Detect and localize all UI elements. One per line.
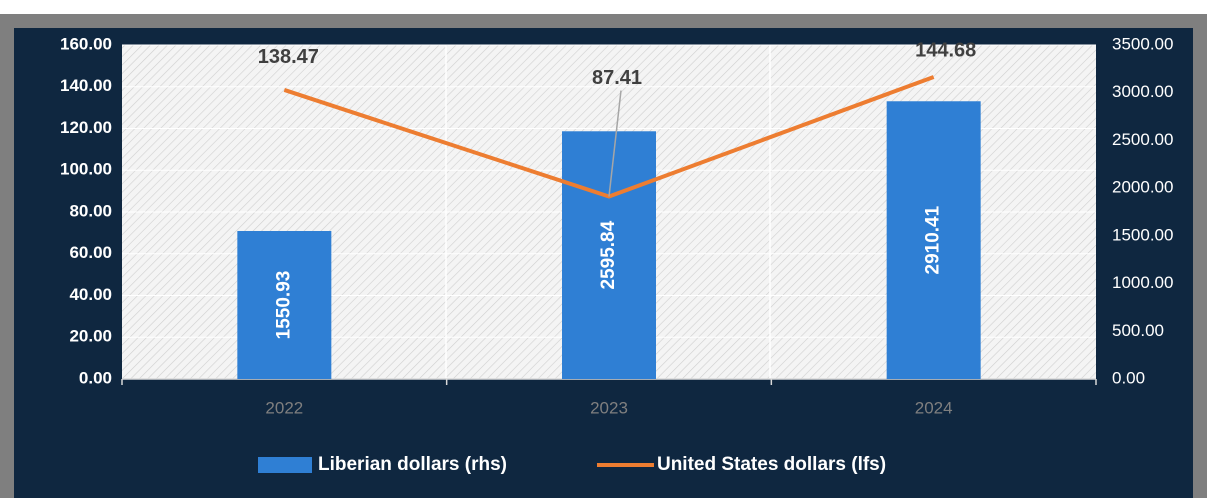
y-tick-label: 80.00	[69, 201, 112, 220]
y2-tick-label: 1500.00	[1112, 225, 1173, 244]
line	[283, 75, 935, 199]
line-label: 144.68	[915, 39, 976, 61]
y2-tick-label: 0.00	[1112, 368, 1145, 387]
bar	[886, 101, 981, 379]
y-tick-label: 100.00	[60, 160, 112, 179]
y2-tick-label: 2500.00	[1112, 130, 1173, 149]
y2-tick-label: 3500.00	[1112, 34, 1173, 53]
x-tick-label: 2023	[590, 398, 628, 417]
bar-label: 2595.84	[598, 220, 619, 289]
legend-label: Liberian dollars (rhs)	[318, 454, 507, 475]
y-tick-label: 0.00	[79, 368, 112, 387]
bar-label: 1550.93	[273, 271, 294, 340]
line-label: 138.47	[258, 46, 319, 68]
y2-tick-label: 1000.00	[1112, 273, 1173, 292]
x-tick-label: 2024	[915, 398, 953, 417]
bar	[237, 230, 332, 379]
y2-tick-label: 500.00	[1112, 321, 1164, 340]
y-tick-label: 20.00	[69, 327, 112, 346]
y2-tick-label: 2000.00	[1112, 178, 1173, 197]
y2-tick-label: 3000.00	[1112, 82, 1173, 101]
y-tick-label: 120.00	[60, 118, 112, 137]
legend-swatch	[258, 457, 312, 473]
y-tick-label: 40.00	[69, 285, 112, 304]
legend-label: United States dollars (lfs)	[657, 454, 886, 475]
y-tick-label: 60.00	[69, 243, 112, 262]
leader-line	[608, 90, 622, 197]
y-tick-label: 140.00	[60, 76, 112, 95]
bar-label: 2910.41	[923, 205, 944, 274]
x-tick-label: 2022	[265, 398, 303, 417]
line-label: 87.41	[592, 67, 642, 89]
y-tick-label: 160.00	[60, 34, 112, 53]
bar	[562, 131, 656, 379]
